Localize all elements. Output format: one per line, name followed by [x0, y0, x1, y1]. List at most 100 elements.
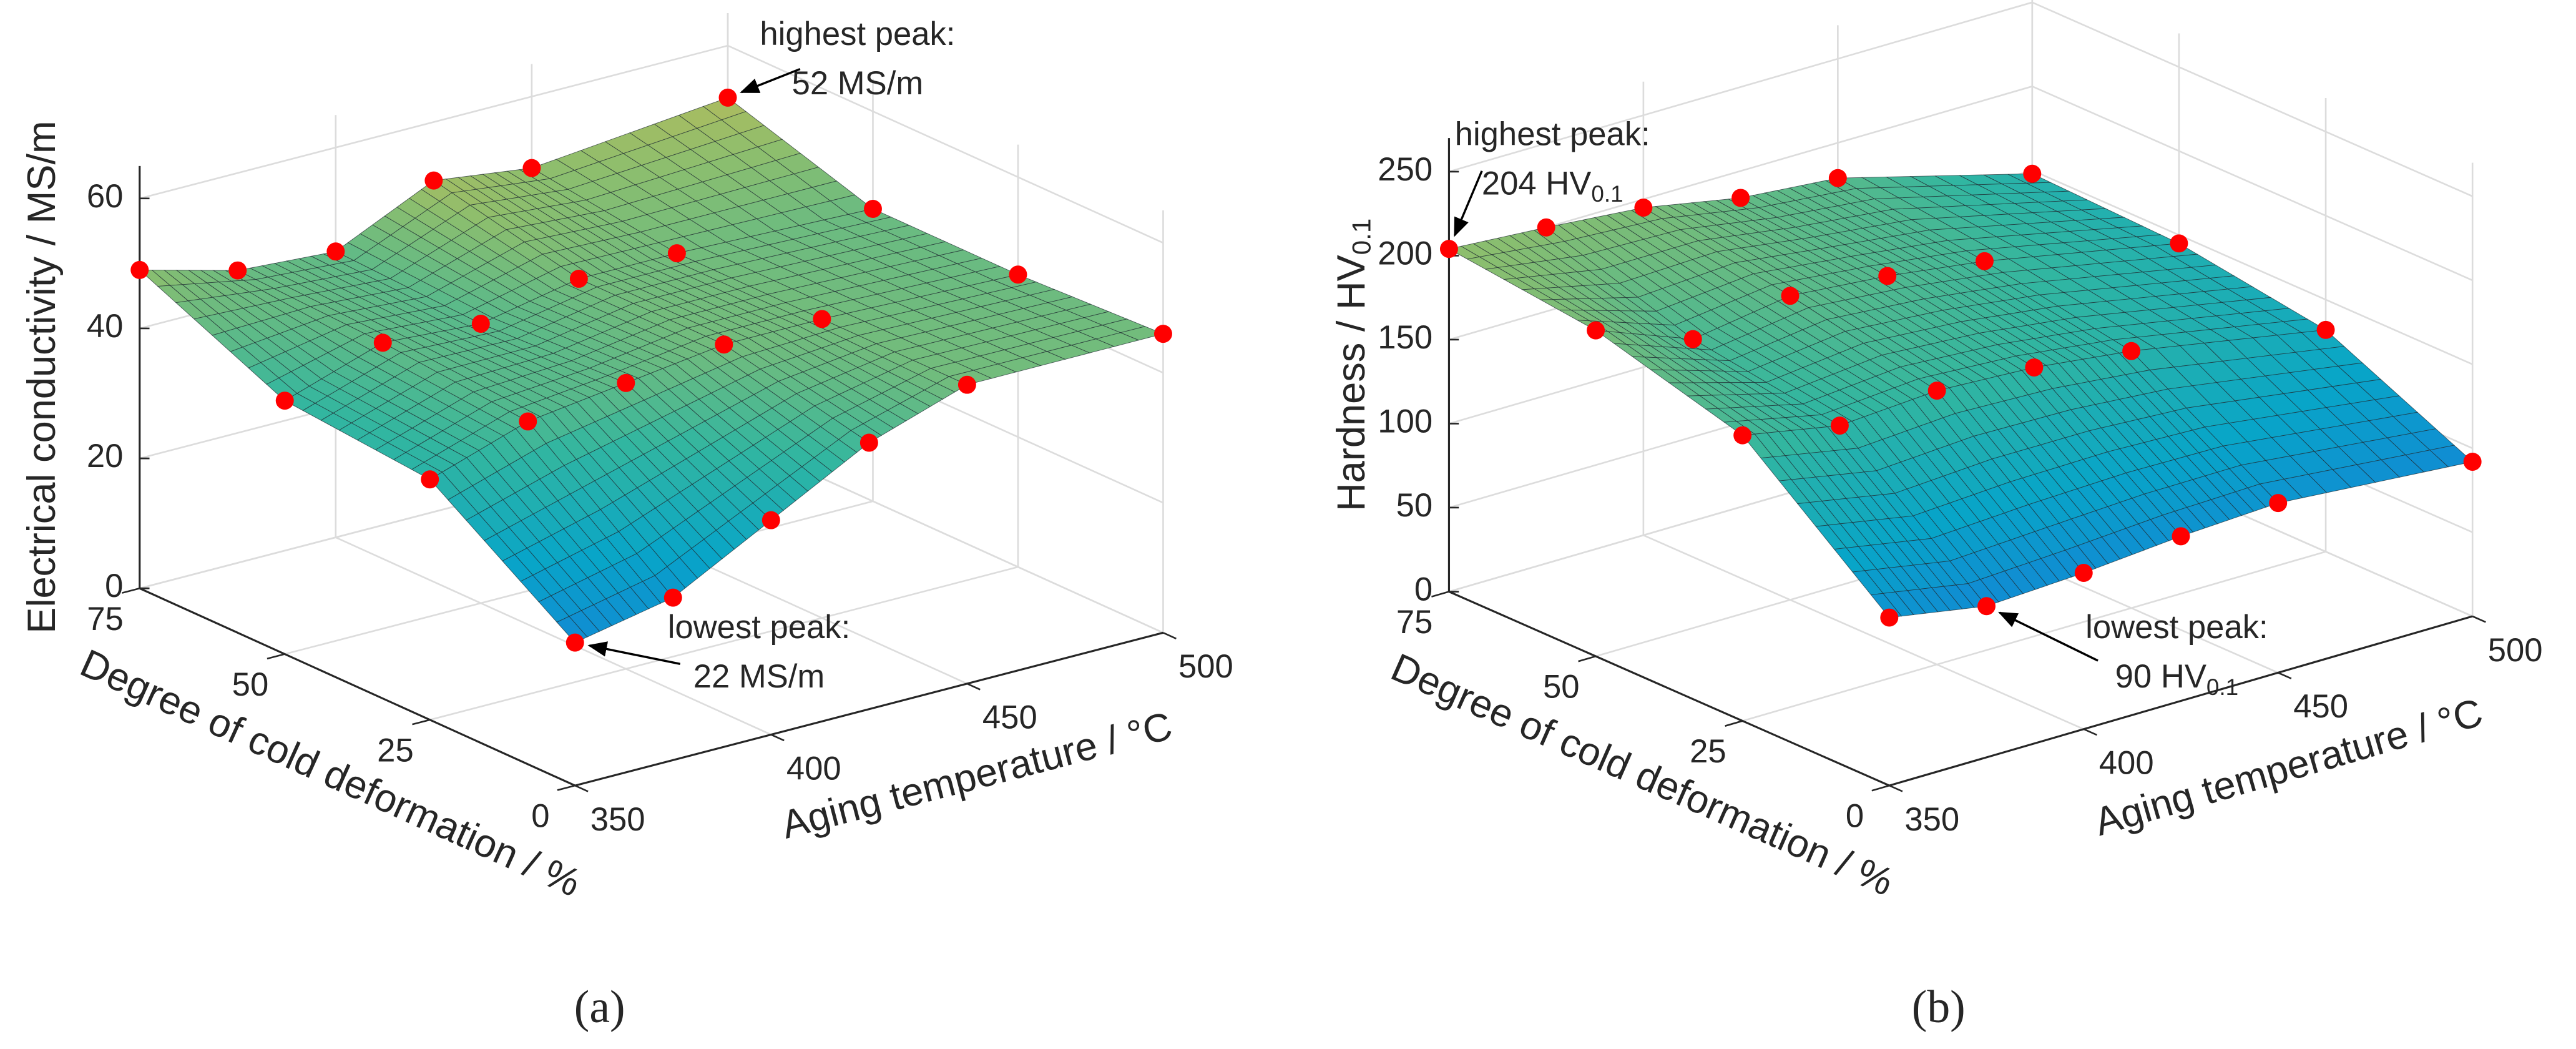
x-tick [1162, 632, 1177, 639]
data-point [1975, 252, 1994, 270]
y-tick [267, 653, 285, 660]
x-tick [2083, 728, 2097, 736]
data-point [522, 159, 541, 177]
data-point [421, 470, 439, 489]
data-point [228, 261, 247, 280]
data-point [1880, 608, 1899, 627]
data-point [275, 392, 294, 410]
z-tick-label: 0 [1414, 571, 1432, 608]
data-point [1830, 416, 1849, 435]
x-axis [1889, 615, 2473, 787]
y-axis [139, 587, 575, 787]
y-tick [1725, 720, 1743, 727]
surface [1448, 173, 2474, 618]
z-tick-label: 100 [1378, 403, 1432, 440]
annotation-arrow [740, 67, 801, 94]
x-axis [574, 631, 1163, 787]
data-point [566, 633, 584, 652]
data-point [1977, 597, 1996, 616]
data-point [1153, 325, 1172, 343]
data-point [1537, 218, 1555, 237]
y-tick-label: 25 [1690, 733, 1726, 770]
z-axis-label-sub: 0.1 [1347, 219, 1376, 255]
panel-label: (a) [574, 981, 625, 1032]
x-tick [1889, 784, 1903, 792]
data-point [617, 373, 635, 392]
data-point [1683, 330, 1702, 348]
y-tick [1578, 655, 1596, 662]
x-tick [2472, 615, 2486, 623]
data-point [762, 511, 780, 529]
z-tick-label: 0 [105, 568, 123, 604]
z-tick-label: 20 [87, 438, 124, 475]
data-point [667, 244, 686, 263]
z-axis-label: Electrical conductivity / MS/m [20, 121, 64, 633]
x-tick-label: 350 [590, 801, 645, 838]
data-point [1439, 240, 1458, 259]
z-axis-label-text: Electrical conductivity / MS/m [20, 121, 64, 633]
annotation-arrow [1998, 611, 2099, 662]
annotation-arrow [1454, 170, 1483, 237]
z-tick-label: 250 [1378, 151, 1432, 188]
data-point [1587, 321, 1605, 340]
y-tick [412, 719, 431, 726]
y-tick-label: 50 [1543, 669, 1580, 706]
grid-line [1449, 1, 2033, 173]
data-point [2172, 527, 2190, 546]
surface-chart: 0 50 100 150 200 250 350 400 450 500 0 25 50 75 Hardne… [1329, 0, 2543, 1032]
data-point [813, 310, 831, 328]
annotation-value: 90 HV0.1 [2115, 658, 2238, 700]
data-point [2074, 564, 2093, 582]
grid-line [1742, 551, 2326, 722]
data-point [519, 412, 537, 431]
z-tick-label: 50 [1396, 487, 1433, 524]
y-tick-label: 0 [1846, 798, 1864, 835]
annotation-value-text: 22 MS/m [693, 658, 825, 695]
grid-line [139, 44, 728, 200]
data-point [2316, 320, 2335, 339]
grid-line [429, 566, 1019, 721]
y-tick-label: 25 [377, 732, 414, 769]
x-tick-label: 350 [1904, 801, 1959, 838]
annotation-value-text: 52 MS/m [792, 65, 924, 102]
data-point [1927, 382, 1946, 400]
x-tick-label: 500 [1178, 648, 1233, 685]
x-tick [2278, 672, 2292, 679]
annotation-value-text: 90 HV [2115, 658, 2206, 695]
data-point [2025, 358, 2044, 377]
annotation-text: lowest peak: [2085, 609, 2268, 646]
data-point [2170, 234, 2188, 253]
annotation-text: highest peak: [1455, 116, 1650, 152]
data-point [1634, 199, 1653, 217]
z-tick-label: 40 [87, 308, 124, 345]
z-tick-label: 200 [1378, 235, 1432, 272]
grid-line [727, 44, 1164, 244]
annotation-text: highest peak: [760, 16, 955, 52]
y-tick-label: 75 [87, 601, 124, 638]
data-point [569, 269, 588, 288]
x-tick [574, 784, 589, 792]
data-point [2269, 494, 2288, 513]
x-tick-label: 450 [982, 699, 1037, 736]
x-tick [770, 734, 785, 742]
annotation-value: 22 MS/m [693, 658, 825, 695]
data-point [424, 171, 443, 190]
y-tick [1431, 591, 1449, 598]
data-point [471, 314, 490, 333]
z-tick-label: 150 [1378, 319, 1432, 356]
annotation-arrow [587, 641, 681, 666]
x-tick-label: 400 [2099, 745, 2154, 782]
z-tick-label: 60 [87, 178, 124, 215]
grid-line [1643, 534, 2084, 730]
data-point [864, 199, 882, 218]
annotation-value-text: 204 HV [1482, 165, 1592, 202]
y-tick [557, 784, 575, 791]
grid-line [335, 536, 771, 736]
annotation-text: lowest peak: [668, 609, 851, 646]
y-axis-label: Degree of cold deformation / % [1385, 646, 1900, 905]
data-point [1781, 287, 1800, 305]
grid-line [2032, 86, 2473, 282]
data-point [1009, 265, 1027, 284]
data-point [2023, 164, 2042, 183]
